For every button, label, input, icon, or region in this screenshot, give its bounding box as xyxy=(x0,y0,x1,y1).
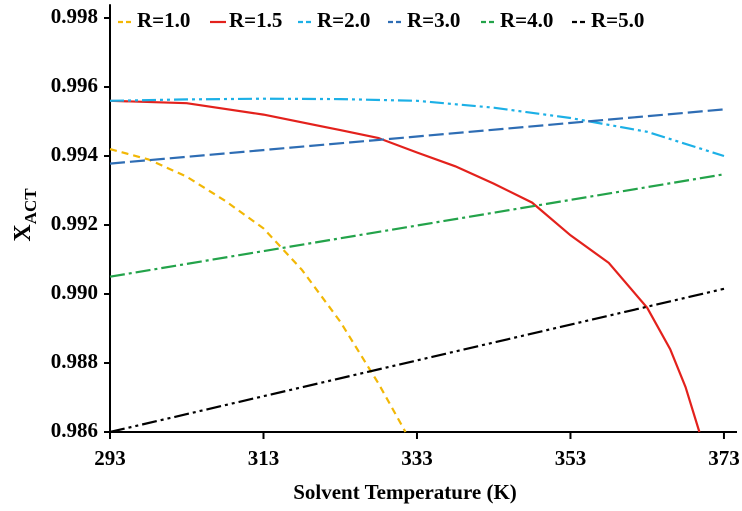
series-line xyxy=(109,148,407,433)
series-line xyxy=(109,287,725,434)
legend-label: R=2.0 xyxy=(317,8,370,32)
y-tick-label: 0.992 xyxy=(51,211,98,235)
y-axis-label: XACT xyxy=(10,188,40,242)
y-axis-label-sub: ACT xyxy=(21,188,40,225)
x-tick-label: 313 xyxy=(248,446,280,470)
legend-label: R=1.5 xyxy=(229,8,282,32)
y-tick-label: 0.996 xyxy=(51,73,98,97)
y-tick-label: 0.986 xyxy=(51,418,98,442)
x-tick-label: 293 xyxy=(94,446,126,470)
x-tick-label: 353 xyxy=(555,446,587,470)
legend-label: R=1.0 xyxy=(137,8,190,32)
y-tick-label: 0.998 xyxy=(51,4,98,28)
series-line xyxy=(109,173,725,278)
y-tick-label: 0.988 xyxy=(51,349,98,373)
series-line xyxy=(109,108,725,165)
x-axis-label: Solvent Temperature (K) xyxy=(293,480,517,504)
legend-label: R=4.0 xyxy=(500,8,553,32)
x-tick-label: 373 xyxy=(708,446,740,470)
x-tick-label: 333 xyxy=(401,446,433,470)
y-axis-label-main: X xyxy=(10,224,36,242)
series-line xyxy=(109,99,701,433)
y-tick-label: 0.990 xyxy=(51,280,98,304)
y-tick-label: 0.994 xyxy=(51,142,99,166)
series-line xyxy=(109,97,725,158)
legend-label: R=5.0 xyxy=(591,8,644,32)
legend-label: R=3.0 xyxy=(407,8,460,32)
